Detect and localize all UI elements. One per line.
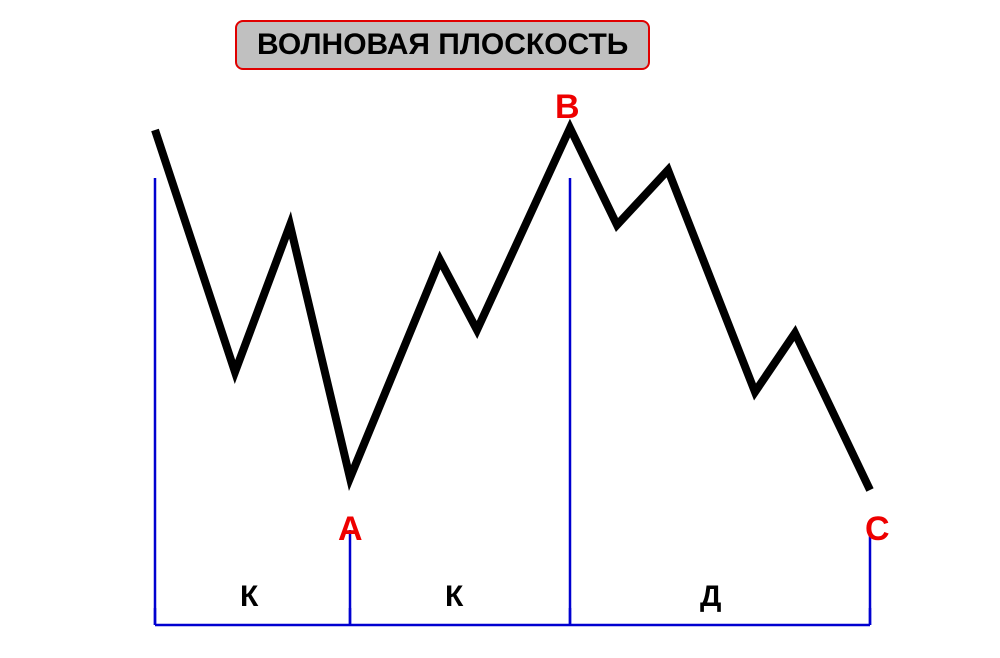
segment-label-1: К xyxy=(240,580,258,614)
segment-label-2: К xyxy=(445,580,463,614)
wave-diagram-svg xyxy=(0,0,1000,658)
wave-label-b: B xyxy=(555,88,580,127)
wave-label-c: C xyxy=(865,510,890,549)
wave-label-a: A xyxy=(338,510,363,549)
wave-polyline xyxy=(155,128,870,490)
segment-label-3: Д xyxy=(700,580,721,614)
